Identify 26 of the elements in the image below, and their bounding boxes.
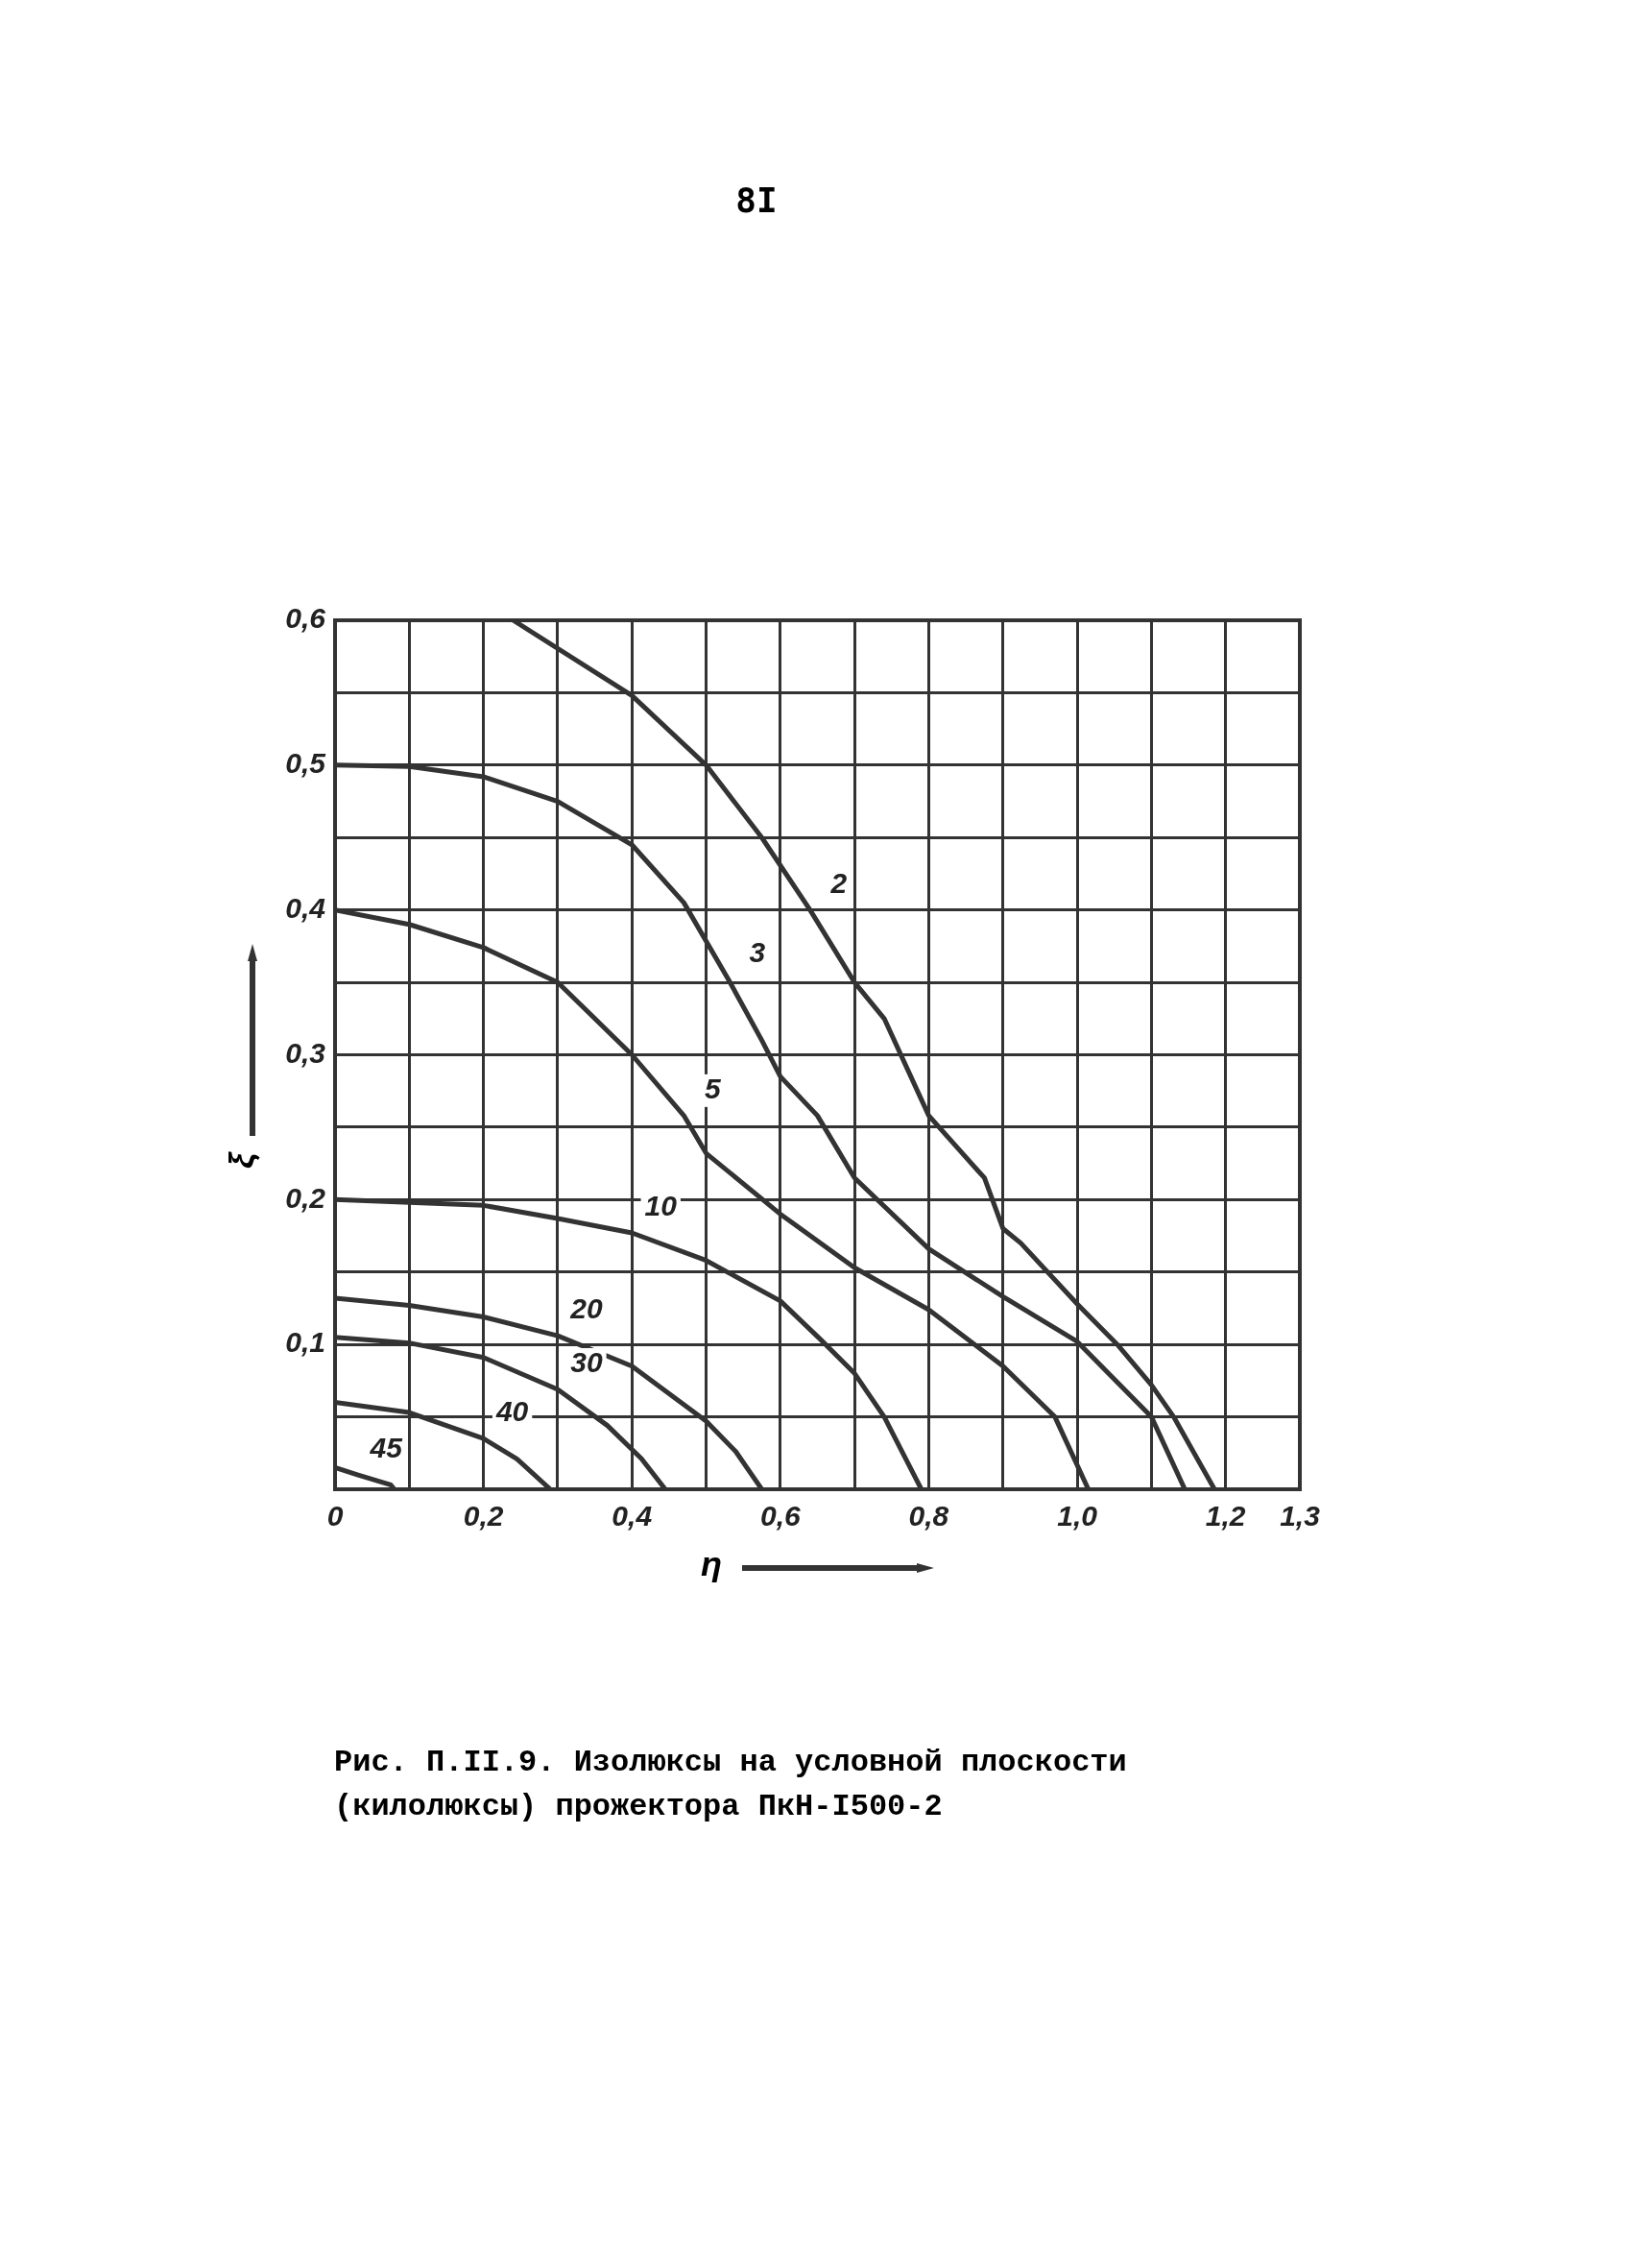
annotation: 3 — [749, 936, 766, 969]
x-tick-label: 0,8 — [908, 1500, 949, 1532]
y-tick-label: 0,1 — [285, 1326, 325, 1359]
text: Рис. П.II.9. Изолюксы на условной плоскости (килолюксы) прожектора ПкН-I500-2 — [334, 1744, 1128, 1827]
y-tick-label: 0,2 — [285, 1181, 326, 1214]
annotation: 45 — [369, 1432, 404, 1464]
y-tick-label: 0,3 — [285, 1036, 326, 1069]
x-tick-label: 0,2 — [463, 1500, 504, 1532]
annotation: 20 — [569, 1292, 603, 1325]
annotation: 30 — [570, 1346, 603, 1379]
annotation: 5 — [705, 1073, 722, 1105]
x-axis-title: η — [701, 1544, 722, 1584]
annotation: 40 — [494, 1395, 529, 1428]
y-tick-label: 0,4 — [285, 891, 326, 924]
x-tick-label: 1,2 — [1205, 1500, 1246, 1532]
x-tick-label: 1,0 — [1057, 1500, 1098, 1532]
y-tick-label: 0,5 — [285, 747, 327, 780]
x-tick-label: 1,3 — [1280, 1500, 1321, 1532]
x-tick-label: 0,4 — [612, 1500, 653, 1532]
annotation: 2 — [829, 866, 848, 899]
x-tick-label: 0 — [326, 1500, 344, 1532]
y-tick-label: 0,6 — [285, 602, 326, 635]
text: 8I — [734, 181, 779, 220]
annotation: 10 — [644, 1190, 678, 1222]
y-axis-title: ξ — [222, 1152, 263, 1170]
x-tick-label: 0,6 — [759, 1500, 802, 1532]
